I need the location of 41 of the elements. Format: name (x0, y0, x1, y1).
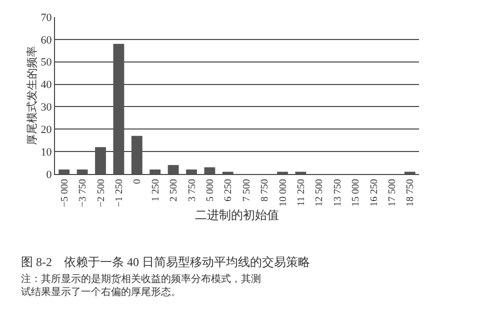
y-tick-label: 30 (40, 102, 52, 114)
x-tick-label: −2 500 (96, 179, 107, 208)
x-tick-label: 1 250 (150, 179, 162, 202)
text: 注：其所显示的是期货相关收益的频率分布模式，其测试结果显示了一个右偏的厚尾形态。 (21, 273, 261, 298)
x-tick-label: 3 750 (186, 179, 198, 202)
y-tick-label: 40 (40, 79, 52, 92)
bar (168, 165, 179, 174)
text: 图 8-2 依赖于一条 40 日简易型移动平均线的交易策略 (21, 255, 310, 269)
x-tick-label: 7 500 (241, 179, 252, 202)
x-tick-label: 15 000 (350, 179, 362, 206)
x-tick-label: 10 000 (278, 179, 289, 206)
bar (76, 170, 88, 174)
y-tick-label: 10 (40, 146, 52, 158)
y-tick-label: 50 (40, 56, 52, 69)
bar (131, 136, 142, 174)
bar (186, 170, 197, 174)
x-tick-label: −5 000 (59, 179, 70, 208)
x-tick-label: 16 250 (368, 179, 380, 206)
x-axis-title: 二进制的初始值 (195, 208, 279, 222)
x-tick-label: 12 500 (314, 179, 326, 206)
y-tick-label: 0 (46, 168, 52, 181)
x-tick-label: 5 000 (204, 179, 216, 202)
x-tick-label: 18 750 (405, 179, 416, 206)
y-tick-label: 20 (40, 124, 52, 136)
x-tick-label: −1 250 (114, 179, 125, 208)
x-tick-label: 2 500 (168, 179, 180, 202)
y-tick-label: 60 (40, 34, 52, 46)
x-tick-label: 13 750 (332, 179, 344, 206)
x-tick-label: 6 250 (223, 179, 234, 202)
bar (204, 167, 216, 174)
y-tick-label: 70 (40, 12, 52, 24)
bar (113, 44, 124, 174)
x-tick-label: 17 500 (386, 179, 398, 206)
bar (58, 170, 70, 174)
bar (95, 147, 106, 174)
x-tick-label: 0 (132, 179, 144, 184)
x-tick-label: −3 750 (78, 179, 89, 208)
x-tick-label: 8 750 (260, 179, 271, 202)
x-tick-label: 11 250 (296, 179, 307, 206)
y-axis-title: 厚尾模式发生的频率 (25, 46, 38, 145)
bar (150, 170, 161, 174)
